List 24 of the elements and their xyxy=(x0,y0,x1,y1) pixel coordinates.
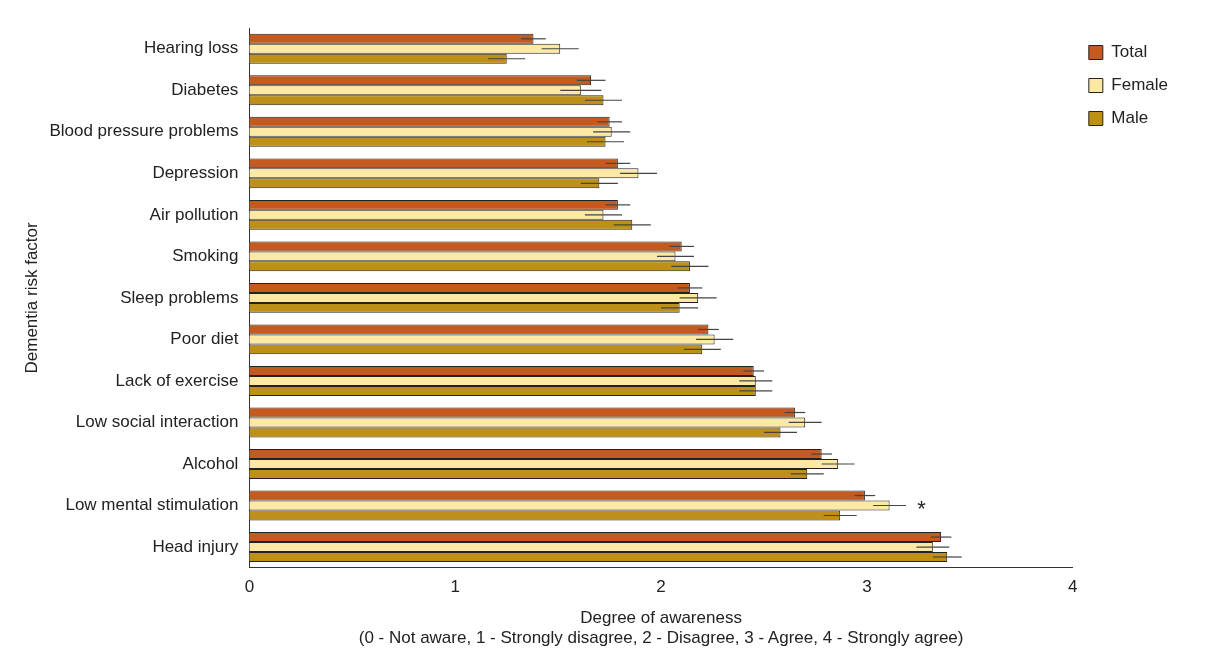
y-tick-label: Low social interaction xyxy=(75,412,239,432)
x-tick-label: 3 xyxy=(862,576,872,596)
y-tick-label: Smoking xyxy=(172,246,239,266)
annotation: * xyxy=(917,495,927,521)
legend-label: Female xyxy=(1111,75,1168,95)
y-tick-label: Low mental stimulation xyxy=(65,495,239,515)
y-tick-label: Diabetes xyxy=(171,79,239,99)
y-tick-label: Depression xyxy=(152,163,239,183)
y-tick-label: Air pollution xyxy=(149,204,239,224)
y-tick-label: Blood pressure problems xyxy=(49,121,239,141)
y-tick-label: Lack of exercise xyxy=(115,370,239,390)
y-tick-label: Sleep problems xyxy=(120,287,239,307)
y-tick-label: Hearing loss xyxy=(143,38,239,58)
y-axis-title: Dementia risk factor xyxy=(21,221,41,374)
legend-label: Total xyxy=(1111,42,1148,62)
x-tick-label: 4 xyxy=(1068,576,1078,596)
x-tick-label: 0 xyxy=(244,576,255,596)
x-tick-label: 1 xyxy=(450,576,460,596)
legend-label: Male xyxy=(1111,108,1149,128)
y-tick-label: Poor diet xyxy=(170,329,239,349)
y-tick-label: Head injury xyxy=(152,536,239,556)
x-tick-label: 2 xyxy=(656,576,666,596)
x-axis-title: Degree of awareness (0 - Not aware, 1 - Strongly disagree, 2 - Disagree, 3 - Agree, 4 - Strongly agree) xyxy=(358,608,964,648)
y-tick-label: Alcohol xyxy=(182,453,239,473)
